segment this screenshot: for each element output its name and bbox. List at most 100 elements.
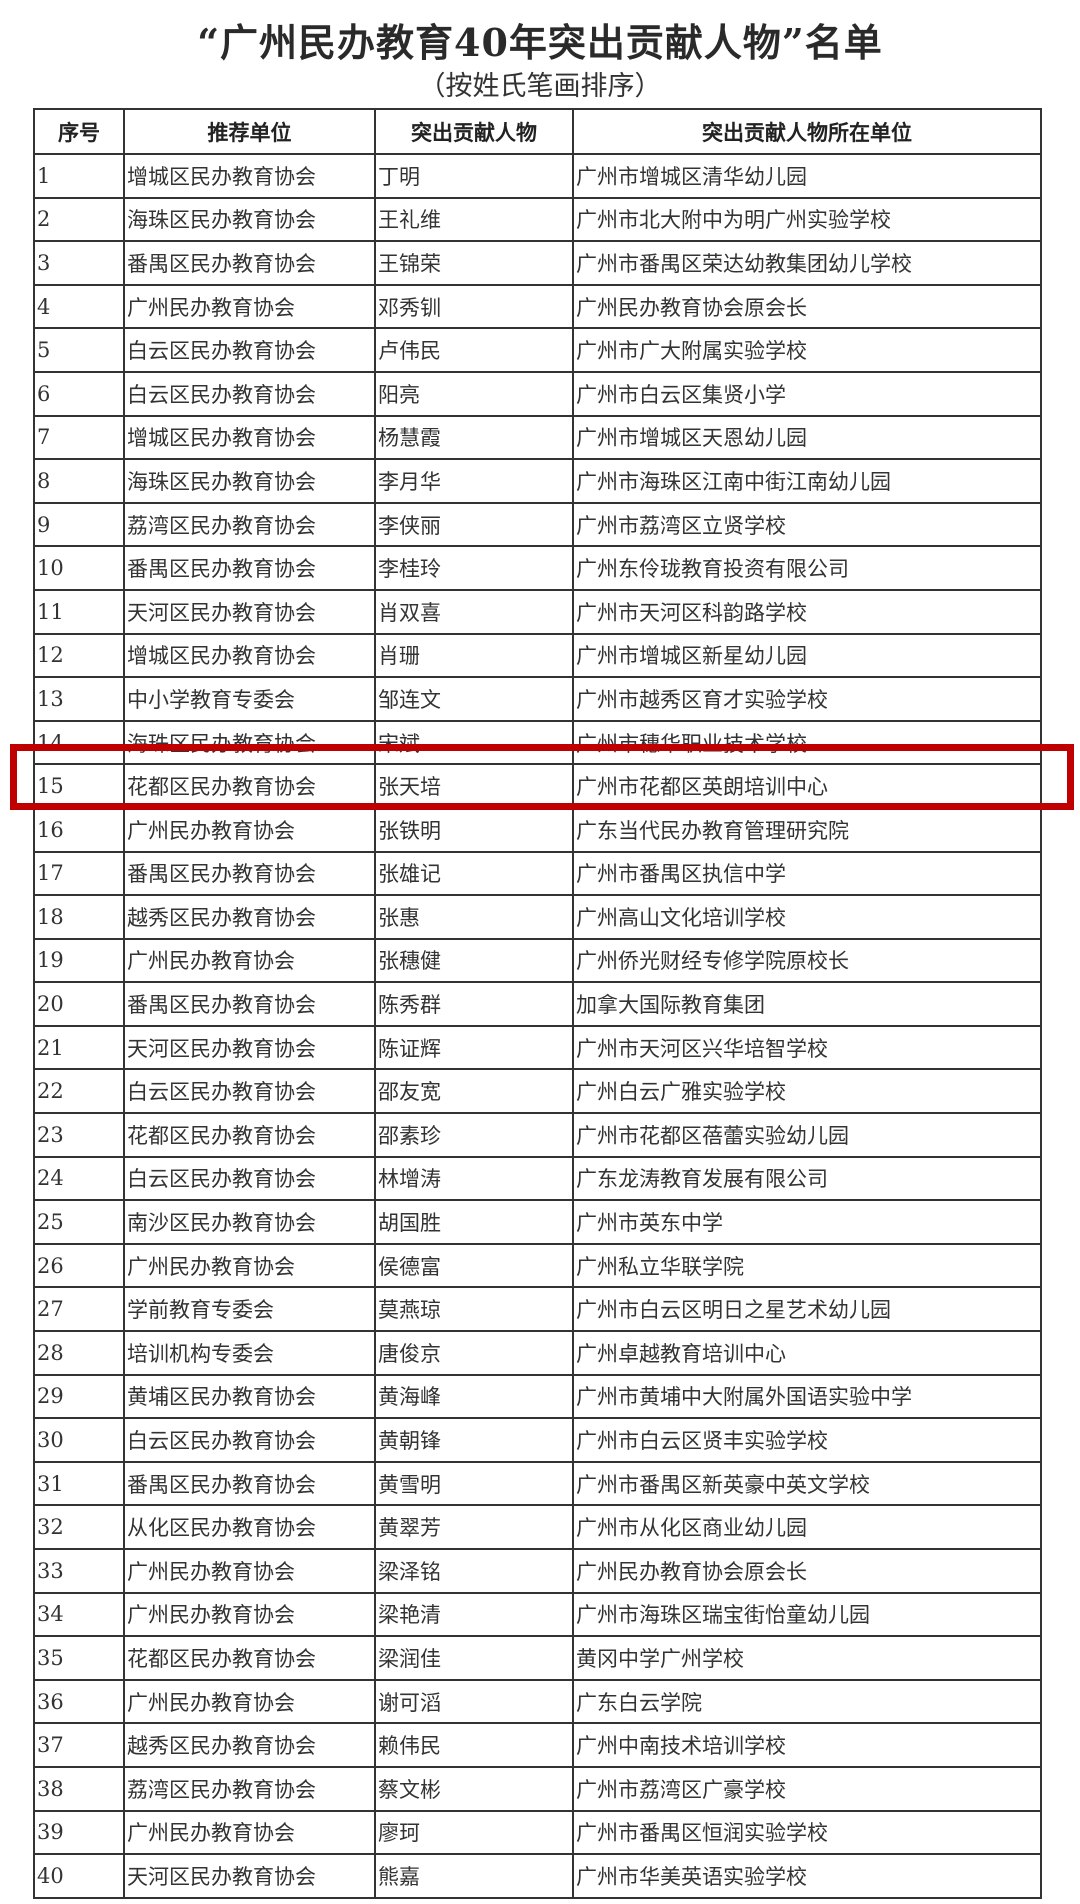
cell-index: 27 — [33, 1286, 125, 1333]
table-row: 2 海珠区民办教育协会 王礼维 广州市北大附中为明广州实验学校 — [33, 196, 1042, 243]
table-row: 32 从化区民办教育协会 黄翠芳 广州市从化区商业幼儿园 — [33, 1504, 1042, 1550]
cell-person: 邓秀钏 — [374, 283, 574, 330]
cell-person: 赖伟民 — [374, 1722, 574, 1768]
cell-person: 梁艳清 — [374, 1591, 574, 1638]
cell-person-unit: 广州白云广雅实验学校 — [572, 1068, 1042, 1115]
cell-index: 26 — [33, 1242, 125, 1289]
table-row: 15 花都区民办教育协会 张天培 广州市花都区英朗培训中心 — [33, 763, 1042, 809]
cell-index: 37 — [33, 1722, 125, 1768]
cell-person-unit: 广东白云学院 — [572, 1678, 1042, 1725]
table-row: 33 广州民办教育协会 梁泽铭 广州民办教育协会原会长 — [33, 1548, 1042, 1594]
cell-recommending-unit: 花都区民办教育协会 — [123, 1635, 376, 1681]
table-row: 8 海珠区民办教育协会 李月华 广州市海珠区江南中街江南幼儿园 — [33, 458, 1042, 504]
cell-person-unit: 广州市花都区英朗培训中心 — [572, 763, 1042, 809]
cell-person: 廖珂 — [374, 1809, 574, 1856]
cell-index: 13 — [33, 676, 125, 722]
cell-person-unit: 广州市荔湾区立贤学校 — [572, 501, 1042, 548]
cell-index: 24 — [33, 1155, 125, 1202]
cell-person-unit: 广州市越秀区育才实验学校 — [572, 676, 1042, 722]
cell-person: 邵素珍 — [374, 1112, 574, 1158]
cell-index: 1 — [33, 153, 125, 199]
cell-person-unit: 广州高山文化培训学校 — [572, 894, 1042, 940]
cell-recommending-unit: 广州民办教育协会 — [123, 1678, 376, 1725]
cell-recommending-unit: 越秀区民办教育协会 — [123, 894, 376, 940]
cell-index: 23 — [33, 1112, 125, 1158]
table-row: 35 花都区民办教育协会 梁润佳 黄冈中学广州学校 — [33, 1635, 1042, 1681]
cell-person: 王礼维 — [374, 196, 574, 243]
cell-person-unit: 广州民办教育协会原会长 — [572, 1548, 1042, 1594]
table-row: 38 荔湾区民办教育协会 蔡文彬 广州市荔湾区广豪学校 — [33, 1765, 1042, 1812]
cell-person: 黄海峰 — [374, 1373, 574, 1420]
cell-person-unit: 广州市海珠区江南中街江南幼儿园 — [572, 458, 1042, 504]
cell-person: 林增涛 — [374, 1155, 574, 1202]
cell-person-unit: 黄冈中学广州学校 — [572, 1635, 1042, 1681]
cell-person: 张铁明 — [374, 806, 574, 853]
cell-person-unit: 广州市白云区明日之星艺术幼儿园 — [572, 1286, 1042, 1333]
cell-recommending-unit: 广州民办教育协会 — [123, 1809, 376, 1856]
cell-recommending-unit: 南沙区民办教育协会 — [123, 1199, 376, 1245]
table-row: 29 黄埔区民办教育协会 黄海峰 广州市黄埔中大附属外国语实验中学 — [33, 1373, 1042, 1420]
document-title: “广州民办教育40年突出贡献人物”名单 — [197, 20, 883, 65]
cell-recommending-unit: 从化区民办教育协会 — [123, 1504, 376, 1550]
cell-recommending-unit: 广州民办教育协会 — [123, 806, 376, 853]
cell-recommending-unit: 广州民办教育协会 — [123, 283, 376, 330]
table-row: 24 白云区民办教育协会 林增涛 广东龙涛教育发展有限公司 — [33, 1155, 1042, 1202]
cell-person-unit: 广州市华美英语实验学校 — [572, 1853, 1042, 1899]
table-row: 40 天河区民办教育协会 熊嘉 广州市华美英语实验学校 — [33, 1853, 1042, 1899]
cell-person-unit: 广州市荔湾区广豪学校 — [572, 1765, 1042, 1812]
cell-person: 谢可滔 — [374, 1678, 574, 1725]
cell-index: 14 — [33, 719, 125, 766]
cell-index: 39 — [33, 1809, 125, 1856]
cell-index: 16 — [33, 806, 125, 853]
cell-index: 36 — [33, 1678, 125, 1725]
cell-index: 9 — [33, 501, 125, 548]
cell-person-unit: 广州民办教育协会原会长 — [572, 283, 1042, 330]
table-row: 14 海珠区民办教育协会 宋斌 广州市穗华职业技术学校 — [33, 719, 1042, 766]
cell-index: 40 — [33, 1853, 125, 1899]
cell-index: 12 — [33, 632, 125, 679]
cell-index: 2 — [33, 196, 125, 243]
cell-person-unit: 广州卓越教育培训中心 — [572, 1330, 1042, 1376]
cell-person: 张天培 — [374, 763, 574, 809]
cell-person: 张雄记 — [374, 850, 574, 897]
cell-index: 25 — [33, 1199, 125, 1245]
cell-recommending-unit: 番禺区民办教育协会 — [123, 1460, 376, 1507]
cell-recommending-unit: 番禺区民办教育协会 — [123, 240, 376, 286]
cell-index: 19 — [33, 937, 125, 984]
header-person: 突出贡献人物 — [374, 108, 574, 155]
cell-person: 侯德富 — [374, 1242, 574, 1289]
cell-person: 黄朝锋 — [374, 1417, 574, 1463]
cell-recommending-unit: 广州民办教育协会 — [123, 937, 376, 984]
table-row: 34 广州民办教育协会 梁艳清 广州市海珠区瑞宝街怡童幼儿园 — [33, 1591, 1042, 1638]
cell-recommending-unit: 越秀区民办教育协会 — [123, 1722, 376, 1768]
cell-person-unit: 广州侨光财经专修学院原校长 — [572, 937, 1042, 984]
cell-person: 莫燕琼 — [374, 1286, 574, 1333]
cell-recommending-unit: 广州民办教育协会 — [123, 1242, 376, 1289]
cell-person-unit: 广州市天河区科韵路学校 — [572, 588, 1042, 635]
cell-index: 7 — [33, 414, 125, 461]
cell-recommending-unit: 广州民办教育协会 — [123, 1591, 376, 1638]
cell-person-unit: 广州市增城区新星幼儿园 — [572, 632, 1042, 679]
cell-recommending-unit: 白云区民办教育协会 — [123, 1068, 376, 1115]
cell-index: 21 — [33, 1024, 125, 1071]
table-row: 17 番禺区民办教育协会 张雄记 广州市番禺区执信中学 — [33, 850, 1042, 897]
cell-index: 35 — [33, 1635, 125, 1681]
cell-person: 杨慧霞 — [374, 414, 574, 461]
cell-recommending-unit: 荔湾区民办教育协会 — [123, 1765, 376, 1812]
table-row: 12 增城区民办教育协会 肖珊 广州市增城区新星幼儿园 — [33, 632, 1042, 679]
table-row: 37 越秀区民办教育协会 赖伟民 广州中南技术培训学校 — [33, 1722, 1042, 1768]
table-row: 11 天河区民办教育协会 肖双喜 广州市天河区科韵路学校 — [33, 588, 1042, 635]
table-row: 4 广州民办教育协会 邓秀钏 广州民办教育协会原会长 — [33, 283, 1042, 330]
cell-index: 10 — [33, 545, 125, 591]
header-recommending-unit: 推荐单位 — [123, 108, 376, 155]
header-person-unit: 突出贡献人物所在单位 — [572, 108, 1042, 155]
table-row: 36 广州民办教育协会 谢可滔 广东白云学院 — [33, 1678, 1042, 1725]
cell-person-unit: 广东龙涛教育发展有限公司 — [572, 1155, 1042, 1202]
cell-recommending-unit: 番禺区民办教育协会 — [123, 850, 376, 897]
cell-person-unit: 广州市英东中学 — [572, 1199, 1042, 1245]
table-row: 25 南沙区民办教育协会 胡国胜 广州市英东中学 — [33, 1199, 1042, 1245]
cell-index: 11 — [33, 588, 125, 635]
table-row: 1 增城区民办教育协会 丁明 广州市增城区清华幼儿园 — [33, 153, 1042, 199]
cell-person: 丁明 — [374, 153, 574, 199]
cell-person: 卢伟民 — [374, 327, 574, 373]
